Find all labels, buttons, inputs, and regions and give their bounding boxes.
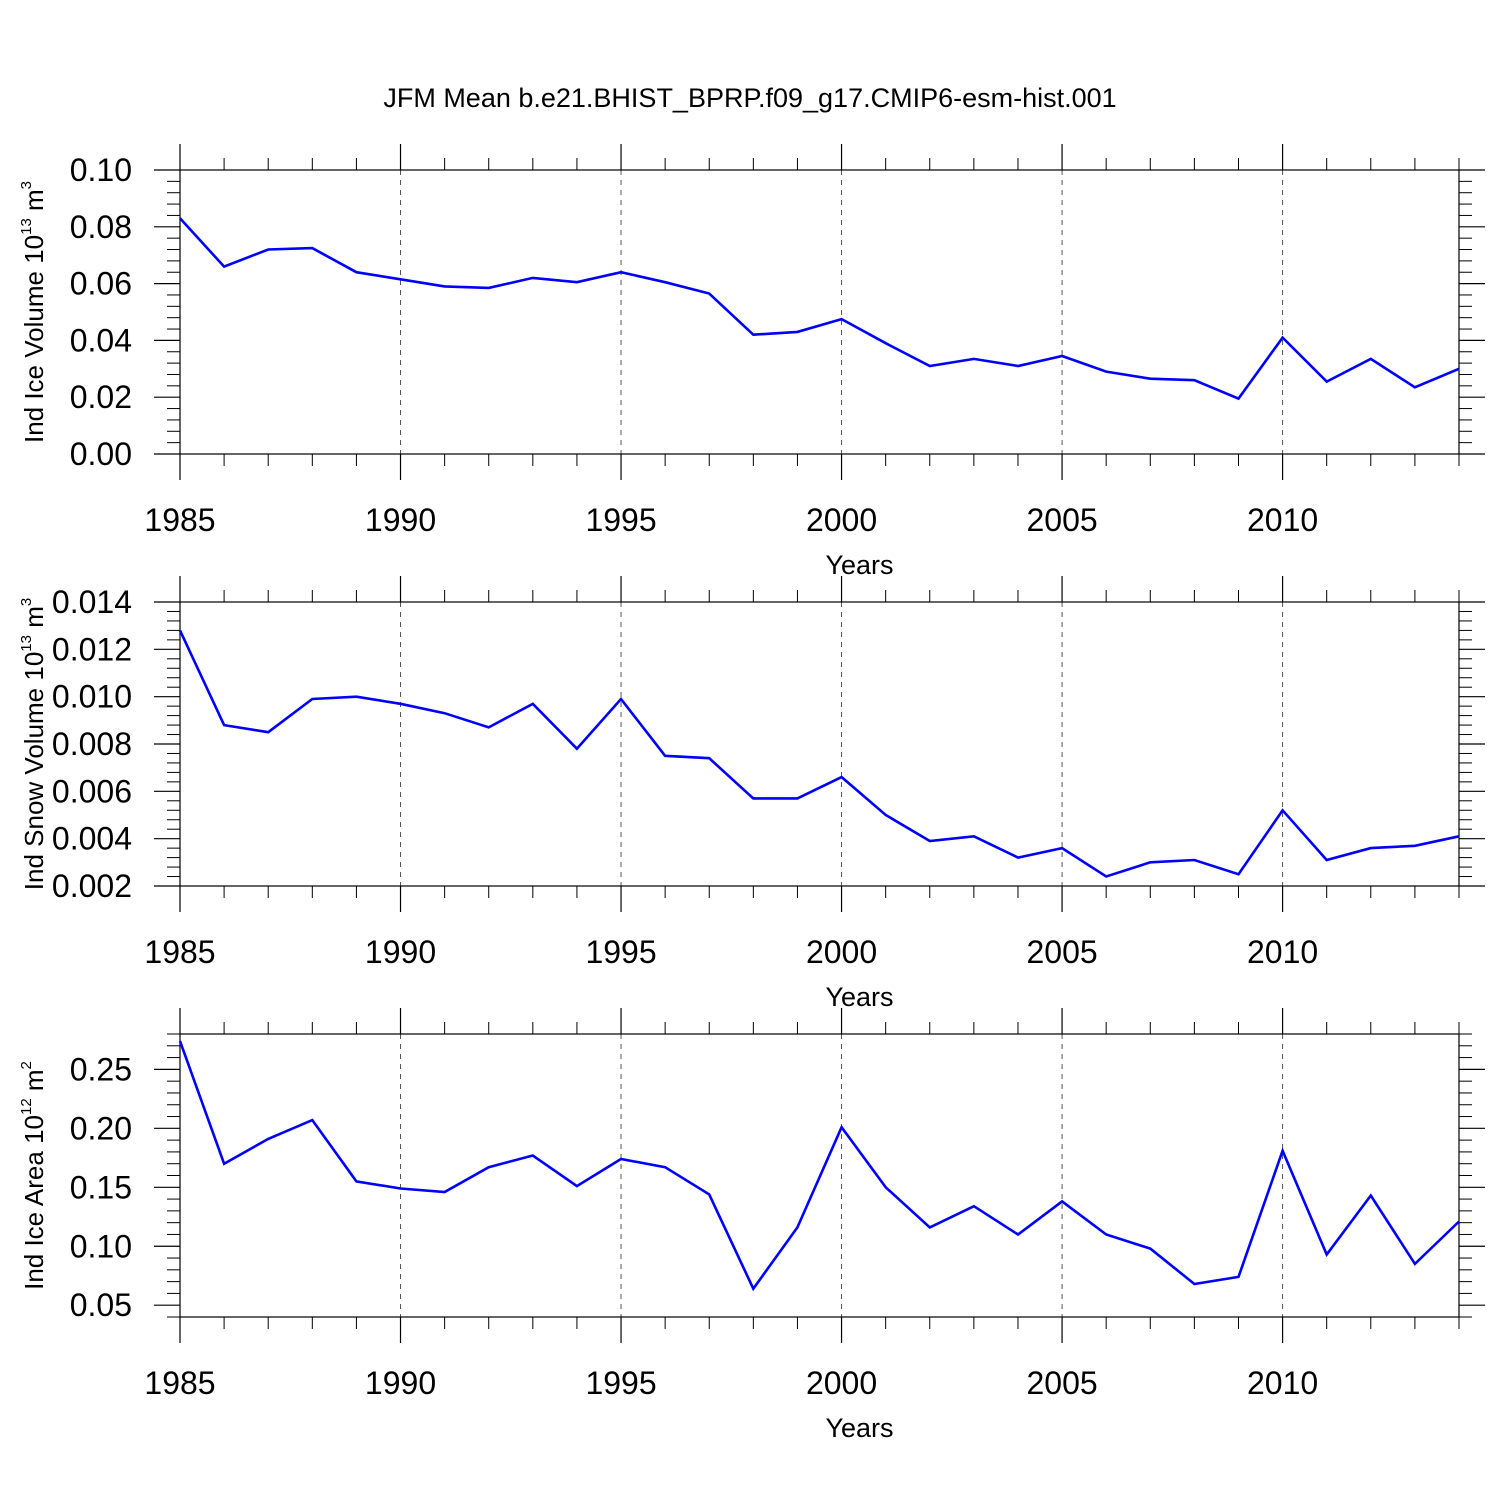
x-tick-label: 2005: [1026, 934, 1097, 970]
x-tick-label: 1985: [144, 1365, 215, 1401]
y-tick-label: 0.08: [70, 209, 132, 245]
y-label-unit: m: [19, 606, 49, 635]
y-axis-label: Ind Ice Volume 1013 m3: [18, 181, 49, 443]
y-label-exponent: 12: [18, 1098, 35, 1115]
y-label-exponent: 13: [18, 635, 35, 652]
y-tick-label: 0.10: [70, 152, 132, 188]
x-axis-label: Years: [825, 982, 893, 1012]
x-tick-label: 1995: [585, 502, 656, 538]
y-tick-label: 0.04: [70, 322, 132, 358]
x-tick-label: 2000: [806, 1365, 877, 1401]
y-tick-label: 0.25: [70, 1051, 132, 1087]
panel-ice-volume: 1985 1990 1995 2000 2005 2010 0.00 0.02 0.04 0.06…: [18, 144, 1485, 580]
y-tick-label: 0.20: [70, 1110, 132, 1146]
y-tick-label: 0.006: [52, 773, 132, 809]
x-tick-label: 1995: [585, 934, 656, 970]
x-axis-label: Years: [825, 550, 893, 580]
y-axis-label: Ind Snow Volume 1013 m3: [18, 598, 49, 890]
y-tick-label: 0.002: [52, 868, 132, 904]
y-tick-label: 0.008: [52, 726, 132, 762]
x-tick-label: 2005: [1026, 1365, 1097, 1401]
x-tick-label: 1990: [365, 1365, 436, 1401]
series-line-snow-volume: [178, 629, 1460, 878]
y-axis-label: Ind Ice Area 1012 m2: [18, 1061, 49, 1290]
figure-title: JFM Mean b.e21.BHIST_BPRP.f09_g17.CMIP6-…: [383, 83, 1116, 113]
y-label-unit: m: [19, 189, 49, 218]
plot-frame: [179, 169, 1460, 455]
x-tick-label: 2010: [1247, 934, 1318, 970]
y-label-exponent: 13: [18, 218, 35, 235]
x-tick-label: 1995: [585, 1365, 656, 1401]
y-label-text: Ind Snow Volume 10: [19, 652, 49, 891]
x-axis-label: Years: [825, 1413, 893, 1443]
y-label-unit-exponent: 3: [18, 598, 35, 606]
x-tick-label: 2000: [806, 502, 877, 538]
y-tick-label: 0.00: [70, 436, 132, 472]
x-tick-label: 2010: [1247, 1365, 1318, 1401]
series-line-ice-area: [178, 1040, 1460, 1292]
x-tick-label: 1985: [144, 934, 215, 970]
y-label-text: Ind Ice Area 10: [19, 1115, 49, 1290]
panel-snow-volume: 1985 1990 1995 2000 2005 2010 0.002 0.004 0.006 0…: [18, 576, 1485, 1012]
y-tick-label: 0.014: [52, 584, 132, 620]
panel-ice-area: 1985 1990 1995 2000 2005 2010 0.05 0.10 0.15 0.20…: [18, 1008, 1485, 1443]
x-tick-label: 1985: [144, 502, 215, 538]
y-label-unit-exponent: 3: [18, 181, 35, 189]
series-line-ice-volume: [179, 217, 1460, 401]
y-tick-label: 0.012: [52, 631, 132, 667]
y-label-unit: m: [19, 1069, 49, 1098]
y-tick-label: 0.15: [70, 1169, 132, 1205]
y-tick-label: 0.010: [52, 679, 132, 715]
x-tick-label: 2000: [806, 934, 877, 970]
x-tick-label: 1990: [365, 934, 436, 970]
y-label-unit-exponent: 2: [18, 1061, 35, 1069]
x-tick-label: 2005: [1026, 502, 1097, 538]
x-tick-label: 1990: [365, 502, 436, 538]
y-tick-label: 0.004: [52, 821, 132, 857]
y-label-text: Ind Ice Volume 10: [19, 235, 49, 443]
y-tick-label: 0.10: [70, 1228, 132, 1264]
y-tick-label: 0.06: [70, 266, 132, 302]
y-tick-label: 0.05: [70, 1287, 132, 1323]
x-tick-label: 2010: [1247, 502, 1318, 538]
y-tick-label: 0.02: [70, 379, 132, 415]
